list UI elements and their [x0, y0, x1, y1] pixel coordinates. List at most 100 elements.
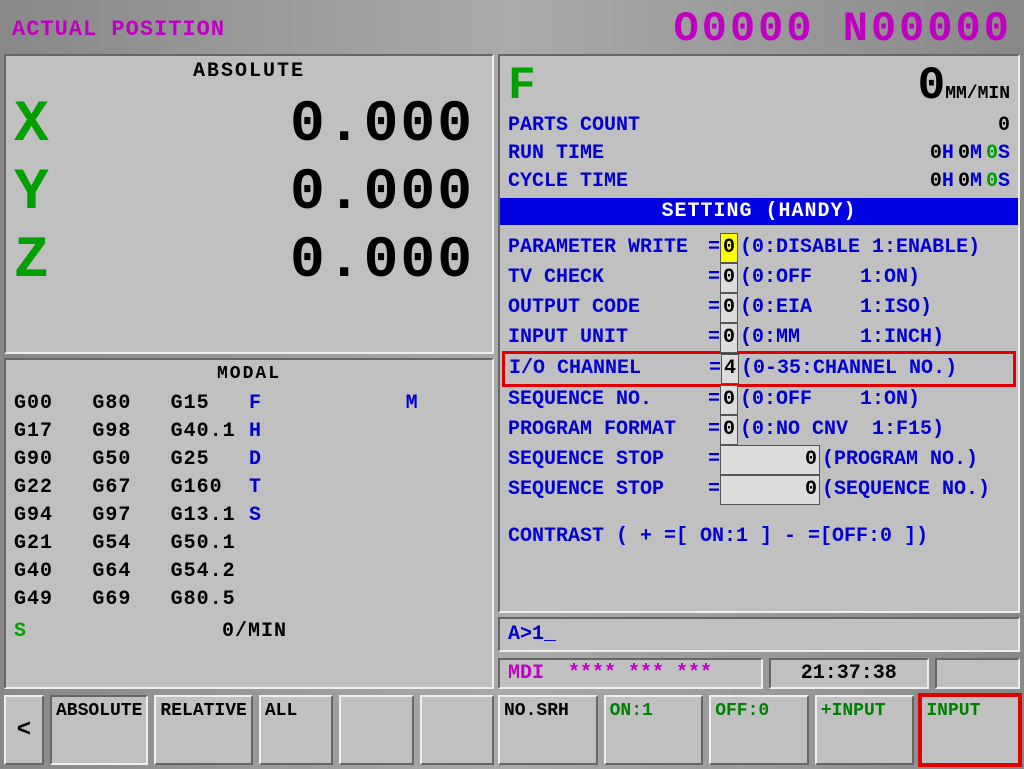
modal-cell: G90	[14, 446, 92, 474]
modal-cell: G40.1	[171, 418, 249, 446]
modal-cell: G25	[171, 446, 249, 474]
status-spacer	[935, 658, 1020, 689]
right-panel: F 0MM/MIN PARTS COUNT 0 RUN TIME 0 0 0 C…	[498, 54, 1020, 613]
setting-value[interactable]: 0	[720, 385, 738, 415]
setting-label: PROGRAM FORMAT	[508, 416, 708, 444]
modal-cell: G94	[14, 502, 92, 530]
setting-label: I/O CHANNEL	[509, 355, 709, 383]
modal-cell: G50.1	[171, 530, 249, 558]
feedrate-value: 0	[918, 60, 946, 112]
setting-value[interactable]: 4	[721, 354, 739, 384]
axis-z-label: Z	[14, 229, 74, 294]
run-time-label: RUN TIME	[508, 140, 926, 168]
axis-z-value: 0.000	[74, 229, 484, 294]
modal-cell: G97	[92, 502, 170, 530]
setting-value[interactable]: 0	[720, 475, 820, 505]
modal-cell	[249, 558, 327, 586]
absolute-title: ABSOLUTE	[14, 60, 484, 83]
modal-cell: G15	[171, 390, 249, 418]
softkey-all[interactable]: ALL	[259, 695, 333, 765]
modal-cell	[327, 418, 405, 446]
modal-cell	[327, 502, 405, 530]
cycle-time-label: CYCLE TIME	[508, 168, 926, 196]
modal-cell: G17	[14, 418, 92, 446]
softkeys-left: < ABSOLUTE RELATIVE ALL	[4, 695, 494, 765]
softkey-input[interactable]: INPUT	[920, 695, 1020, 765]
setting-value[interactable]: 0	[720, 263, 738, 293]
setting-row: SEQUENCE STOP=0(PROGRAM NO.)	[508, 445, 1010, 475]
modal-cell	[406, 446, 484, 474]
setting-desc: (0:EIA 1:ISO)	[740, 294, 932, 322]
softkey-plus-input[interactable]: +INPUT	[815, 695, 915, 765]
modal-cell: G67	[92, 474, 170, 502]
axis-y-value: 0.000	[74, 161, 484, 226]
softkey-on1[interactable]: ON:1	[604, 695, 704, 765]
parts-count-label: PARTS COUNT	[508, 112, 998, 140]
setting-row: SEQUENCE STOP=0(SEQUENCE NO.)	[508, 475, 1010, 505]
axis-y-label: Y	[14, 161, 74, 226]
command-text: A>1_	[508, 623, 556, 646]
axis-x-label: X	[14, 93, 74, 158]
spindle-value: 0/MIN	[67, 618, 287, 646]
softkey-empty-1[interactable]	[339, 695, 413, 765]
cycle-time-m: 0	[958, 168, 982, 196]
spindle-label: S	[14, 618, 54, 646]
feedrate-label: F	[508, 60, 536, 112]
modal-cell: G50	[92, 446, 170, 474]
modal-cell	[406, 474, 484, 502]
axis-y-row: Y 0.000	[14, 159, 484, 227]
setting-label: SEQUENCE STOP	[508, 476, 708, 504]
modal-title: MODAL	[14, 364, 484, 384]
setting-value[interactable]: 0	[720, 415, 738, 445]
cycle-time-s: 0	[986, 168, 1010, 196]
setting-desc: (PROGRAM NO.)	[822, 446, 978, 474]
axis-z-row: Z 0.000	[14, 227, 484, 295]
modal-cell	[406, 586, 484, 614]
modal-cell: G80.5	[171, 586, 249, 614]
modal-cell: G00	[14, 390, 92, 418]
setting-banner: SETTING (HANDY)	[500, 198, 1018, 225]
modal-cell	[327, 390, 405, 418]
setting-value[interactable]: 0	[720, 293, 738, 323]
setting-row: INPUT UNIT=0(0:MM 1:INCH)	[508, 323, 1010, 353]
feedrate-unit: MM/MIN	[945, 84, 1010, 104]
modal-cell	[327, 530, 405, 558]
modal-cell: G13.1	[171, 502, 249, 530]
modal-cell: F	[249, 390, 327, 418]
softkey-off0[interactable]: OFF:0	[709, 695, 809, 765]
run-time-h: 0	[930, 140, 954, 168]
softkey-absolute[interactable]: ABSOLUTE	[50, 695, 148, 765]
setting-desc: (0:OFF 1:ON)	[740, 264, 920, 292]
modal-cell	[406, 530, 484, 558]
softkey-back[interactable]: <	[4, 695, 44, 765]
setting-value[interactable]: 0	[720, 323, 738, 353]
setting-label: SEQUENCE STOP	[508, 446, 708, 474]
modal-cell	[327, 586, 405, 614]
modal-cell	[249, 530, 327, 558]
softkey-empty-2[interactable]	[420, 695, 494, 765]
setting-desc: (SEQUENCE NO.)	[822, 476, 990, 504]
setting-label: TV CHECK	[508, 264, 708, 292]
modal-cell: G98	[92, 418, 170, 446]
setting-row: PARAMETER WRITE=0(0:DISABLE 1:ENABLE)	[508, 233, 1010, 263]
setting-label: OUTPUT CODE	[508, 294, 708, 322]
setting-value[interactable]: 0	[720, 233, 738, 263]
setting-row: OUTPUT CODE=0(0:EIA 1:ISO)	[508, 293, 1010, 323]
run-time-m: 0	[958, 140, 982, 168]
page-title: ACTUAL POSITION	[12, 17, 225, 42]
modal-cell: T	[249, 474, 327, 502]
modal-cell: G40	[14, 558, 92, 586]
modal-cell	[327, 446, 405, 474]
modal-cell: H	[249, 418, 327, 446]
program-number: O0000 N00000	[674, 5, 1012, 53]
setting-desc: (0:OFF 1:ON)	[740, 386, 920, 414]
command-line[interactable]: A>1_	[498, 617, 1020, 652]
setting-desc: (0:MM 1:INCH)	[740, 324, 944, 352]
setting-value[interactable]: 0	[720, 445, 820, 475]
modal-cell: D	[249, 446, 327, 474]
setting-desc: (0:NO CNV 1:F15)	[740, 416, 944, 444]
modal-cell	[327, 474, 405, 502]
softkey-relative[interactable]: RELATIVE	[154, 695, 252, 765]
softkey-nosrh[interactable]: NO.SRH	[498, 695, 598, 765]
contrast-row: CONTRAST ( + =[ ON:1 ] - =[OFF:0 ])	[508, 525, 1010, 548]
